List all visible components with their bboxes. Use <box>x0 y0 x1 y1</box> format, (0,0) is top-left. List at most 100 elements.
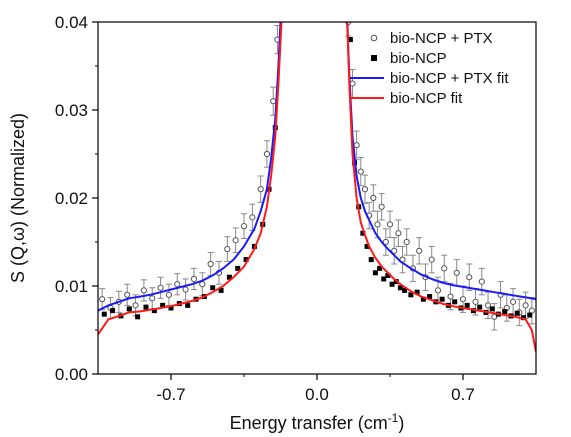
series-bio-ncp-ptx <box>99 22 535 331</box>
data-point <box>385 272 391 278</box>
data-point <box>361 186 369 193</box>
series-bio-ncp-fit <box>98 22 536 353</box>
data-point <box>477 304 483 310</box>
data-point <box>210 285 216 291</box>
data-point <box>514 310 520 316</box>
legend: bio-NCP + PTX bio-NCP bio-NCP + PTX fit bio… <box>350 30 509 107</box>
legend-item: bio-NCP + PTX <box>370 30 493 47</box>
data-point <box>428 256 435 263</box>
data-point <box>370 194 377 202</box>
data-point <box>397 285 403 291</box>
legend-item: bio-NCP <box>371 50 447 67</box>
data-point <box>528 307 535 314</box>
data-point <box>368 257 374 263</box>
x-tick-label: 0.0 <box>305 385 329 404</box>
legend-label: bio-NCP fit <box>390 90 463 107</box>
x-tick-label: -0.7 <box>156 385 185 404</box>
data-point <box>452 299 458 305</box>
legend-swatch <box>371 55 377 61</box>
axes: 0.00 0.01 0.02 0.03 0.04 -0.7 0.0 0.7 <box>55 13 475 404</box>
data-point <box>235 265 241 271</box>
data-point <box>414 289 420 295</box>
data-point <box>249 214 256 221</box>
data-point <box>185 302 191 308</box>
data-point <box>420 296 426 302</box>
x-axis-title-main: Energy transfer (cm <box>230 413 388 433</box>
data-point <box>377 265 383 271</box>
y-tick-label: 0.04 <box>55 13 88 32</box>
data-point <box>270 98 277 105</box>
data-point <box>190 275 198 283</box>
legend-label: bio-NCP + PTX <box>390 30 493 47</box>
series-line-right <box>346 22 536 301</box>
legend-label: bio-NCP + PTX fit <box>390 70 509 87</box>
series-bio-ncp-ptx-fit <box>98 22 536 312</box>
data-point <box>257 186 264 193</box>
y-tick-label: 0.03 <box>55 101 88 120</box>
data-point <box>151 308 157 314</box>
data-point <box>402 287 408 293</box>
x-axis-title: Energy transfer (cm-1) <box>230 411 405 433</box>
legend-item: bio-NCP + PTX fit <box>350 70 509 87</box>
data-point <box>434 287 442 294</box>
data-point <box>353 142 360 149</box>
data-point <box>527 312 533 318</box>
series-line-right <box>346 22 536 353</box>
data-point <box>427 294 433 300</box>
data-point <box>135 314 141 320</box>
data-point <box>347 37 353 43</box>
legend-item: bio-NCP fit <box>350 90 463 107</box>
data-point <box>263 150 271 158</box>
data-point <box>218 287 224 293</box>
data-point <box>447 293 454 300</box>
data-point <box>439 296 445 302</box>
data-point <box>226 274 232 280</box>
data-point <box>357 168 364 175</box>
plot-area <box>98 22 536 353</box>
data-point <box>149 295 156 302</box>
data-point <box>168 305 174 311</box>
data-point <box>364 243 370 249</box>
data-point <box>124 291 131 298</box>
data-point <box>378 203 385 210</box>
x-tick-label: 0.7 <box>451 385 475 404</box>
data-point <box>381 276 387 282</box>
data-point <box>126 306 132 312</box>
data-point <box>391 247 398 254</box>
data-point <box>520 315 526 321</box>
data-point <box>464 302 470 308</box>
data-point <box>416 247 423 254</box>
data-point <box>382 238 389 246</box>
data-point <box>484 302 492 309</box>
data-point <box>199 281 206 288</box>
series-line-left <box>98 22 282 312</box>
data-point <box>522 302 529 309</box>
data-point <box>374 221 381 228</box>
data-point <box>386 221 394 228</box>
data-point <box>160 302 166 308</box>
data-point <box>99 296 106 303</box>
x-axis-title-exponent: -1 <box>388 411 399 425</box>
data-point <box>232 237 239 244</box>
data-point <box>478 278 485 285</box>
y-axis-title: S (Q,ω) (Normalized) <box>8 113 28 283</box>
data-point <box>389 281 395 287</box>
data-point <box>466 274 473 281</box>
data-point <box>360 230 366 236</box>
y-tick-label: 0.01 <box>55 277 88 296</box>
data-point <box>441 265 448 272</box>
data-point <box>489 306 495 312</box>
series-line-left <box>98 22 283 335</box>
data-point <box>101 311 107 317</box>
y-tick-label: 0.02 <box>55 189 88 208</box>
data-point <box>143 304 149 310</box>
data-point <box>182 286 189 293</box>
data-point <box>110 308 116 314</box>
data-point <box>207 260 214 268</box>
data-point <box>453 269 460 276</box>
legend-swatch <box>370 34 378 42</box>
data-point <box>174 281 181 288</box>
legend-label: bio-NCP <box>390 50 447 67</box>
data-point <box>243 257 249 263</box>
